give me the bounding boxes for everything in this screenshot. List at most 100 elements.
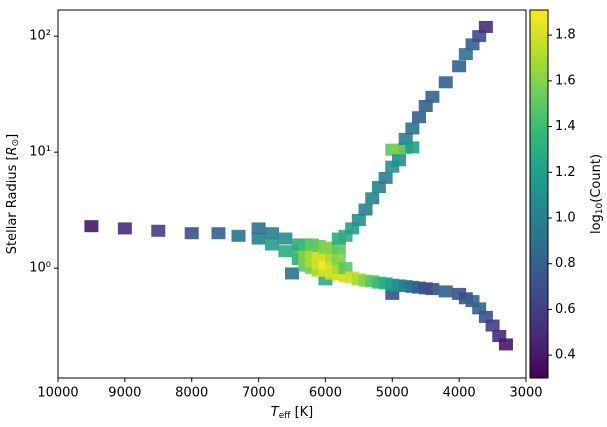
colorbar-strip <box>530 194 548 197</box>
y-label-subscript: ⊙ <box>11 139 21 147</box>
colorbar-strip <box>530 64 548 67</box>
colorbar-strip <box>530 54 548 57</box>
bin <box>458 48 473 61</box>
colorbar-strip <box>530 314 548 317</box>
bin <box>338 262 353 275</box>
colorbar-strip <box>530 214 548 217</box>
colorbar-strip <box>530 48 548 51</box>
colorbar-strip <box>530 316 548 319</box>
colorbar-strip <box>530 254 548 257</box>
colorbar-strip <box>530 78 548 81</box>
bin <box>351 214 366 227</box>
colorbar-strip <box>530 200 548 203</box>
colorbar-tick-label: 0.6 <box>555 302 576 317</box>
colorbar-label-close: (Count) <box>589 154 604 203</box>
colorbar-strip <box>530 110 548 113</box>
colorbar-strip <box>530 164 548 167</box>
colorbar-strip <box>530 180 548 183</box>
colorbar-strip <box>530 332 548 335</box>
colorbar-strip <box>530 80 548 83</box>
bin <box>405 122 420 135</box>
bin <box>211 227 226 240</box>
colorbar-strip <box>530 76 548 79</box>
colorbar-strip <box>530 52 548 55</box>
colorbar-strip <box>530 202 548 205</box>
bin <box>251 222 266 235</box>
bin <box>365 192 380 205</box>
bin <box>331 252 346 265</box>
colorbar-strip <box>530 356 548 359</box>
colorbar-strip <box>530 360 548 363</box>
colorbar-strip <box>530 20 548 23</box>
colorbar-strip <box>530 44 548 47</box>
colorbar-label: log10(Count) <box>589 154 605 234</box>
colorbar <box>530 10 548 379</box>
colorbar-strip <box>530 56 548 59</box>
colorbar-strip <box>530 258 548 261</box>
colorbar-tick-label: 1.6 <box>555 73 576 88</box>
colorbar-strip <box>530 342 548 345</box>
bin <box>438 76 453 89</box>
colorbar-strip <box>530 170 548 173</box>
colorbar-strip <box>530 112 548 115</box>
colorbar-strip <box>530 328 548 331</box>
colorbar-strip <box>530 244 548 247</box>
bin <box>264 238 279 251</box>
colorbar-strip <box>530 366 548 369</box>
colorbar-strip <box>530 86 548 89</box>
colorbar-strip <box>530 124 548 127</box>
colorbar-tick-label: 0.4 <box>555 348 576 363</box>
colorbar-strip <box>530 66 548 69</box>
colorbar-strip <box>530 18 548 21</box>
x-tick-label: 9000 <box>108 386 141 401</box>
y-tick-label: 10⁰ <box>29 261 51 276</box>
bin <box>84 220 99 233</box>
colorbar-strip <box>530 330 548 333</box>
colorbar-strip <box>530 234 548 237</box>
colorbar-strip <box>530 218 548 221</box>
x-tick-label: 7000 <box>242 386 275 401</box>
bin <box>405 141 420 154</box>
colorbar-strip <box>530 156 548 159</box>
colorbar-strip <box>530 166 548 169</box>
colorbar-strip <box>530 196 548 199</box>
colorbar-strip <box>530 272 548 275</box>
colorbar-strip <box>530 372 548 375</box>
colorbar-strip <box>530 362 548 365</box>
heatmap <box>84 20 513 351</box>
colorbar-strip <box>530 340 548 343</box>
y-tick-label: 10¹ <box>29 145 51 160</box>
colorbar-strip <box>530 102 548 105</box>
y-label-symbol: R <box>5 146 20 155</box>
colorbar-tick-label: 1.8 <box>555 28 576 43</box>
bin <box>278 232 293 245</box>
bin <box>425 90 440 103</box>
x-tick-label: 8000 <box>175 386 208 401</box>
colorbar-strip <box>530 68 548 71</box>
colorbar-strip <box>530 266 548 269</box>
x-tick-label: 5000 <box>376 386 409 401</box>
colorbar-strip <box>530 114 548 117</box>
colorbar-strip <box>530 252 548 255</box>
colorbar-strip <box>530 288 548 291</box>
colorbar-strip <box>530 268 548 271</box>
bin <box>412 111 427 124</box>
colorbar-strip <box>530 304 548 307</box>
colorbar-strip <box>530 228 548 231</box>
colorbar-strip <box>530 230 548 233</box>
colorbar-strip <box>530 30 548 33</box>
y-label-text: Stellar Radius [ <box>5 155 20 254</box>
y-tick-label: 10² <box>29 29 51 44</box>
colorbar-strip <box>530 198 548 201</box>
bin <box>438 285 453 298</box>
colorbar-strip <box>530 308 548 311</box>
colorbar-strip <box>530 278 548 281</box>
colorbar-strip <box>530 274 548 277</box>
x-axis-label: Teff [K] <box>271 405 314 421</box>
colorbar-strip <box>530 128 548 131</box>
bin <box>184 227 199 240</box>
colorbar-strip <box>530 24 548 27</box>
colorbar-tick-label: 1.0 <box>555 211 576 226</box>
bin <box>452 60 467 73</box>
colorbar-strip <box>530 280 548 283</box>
